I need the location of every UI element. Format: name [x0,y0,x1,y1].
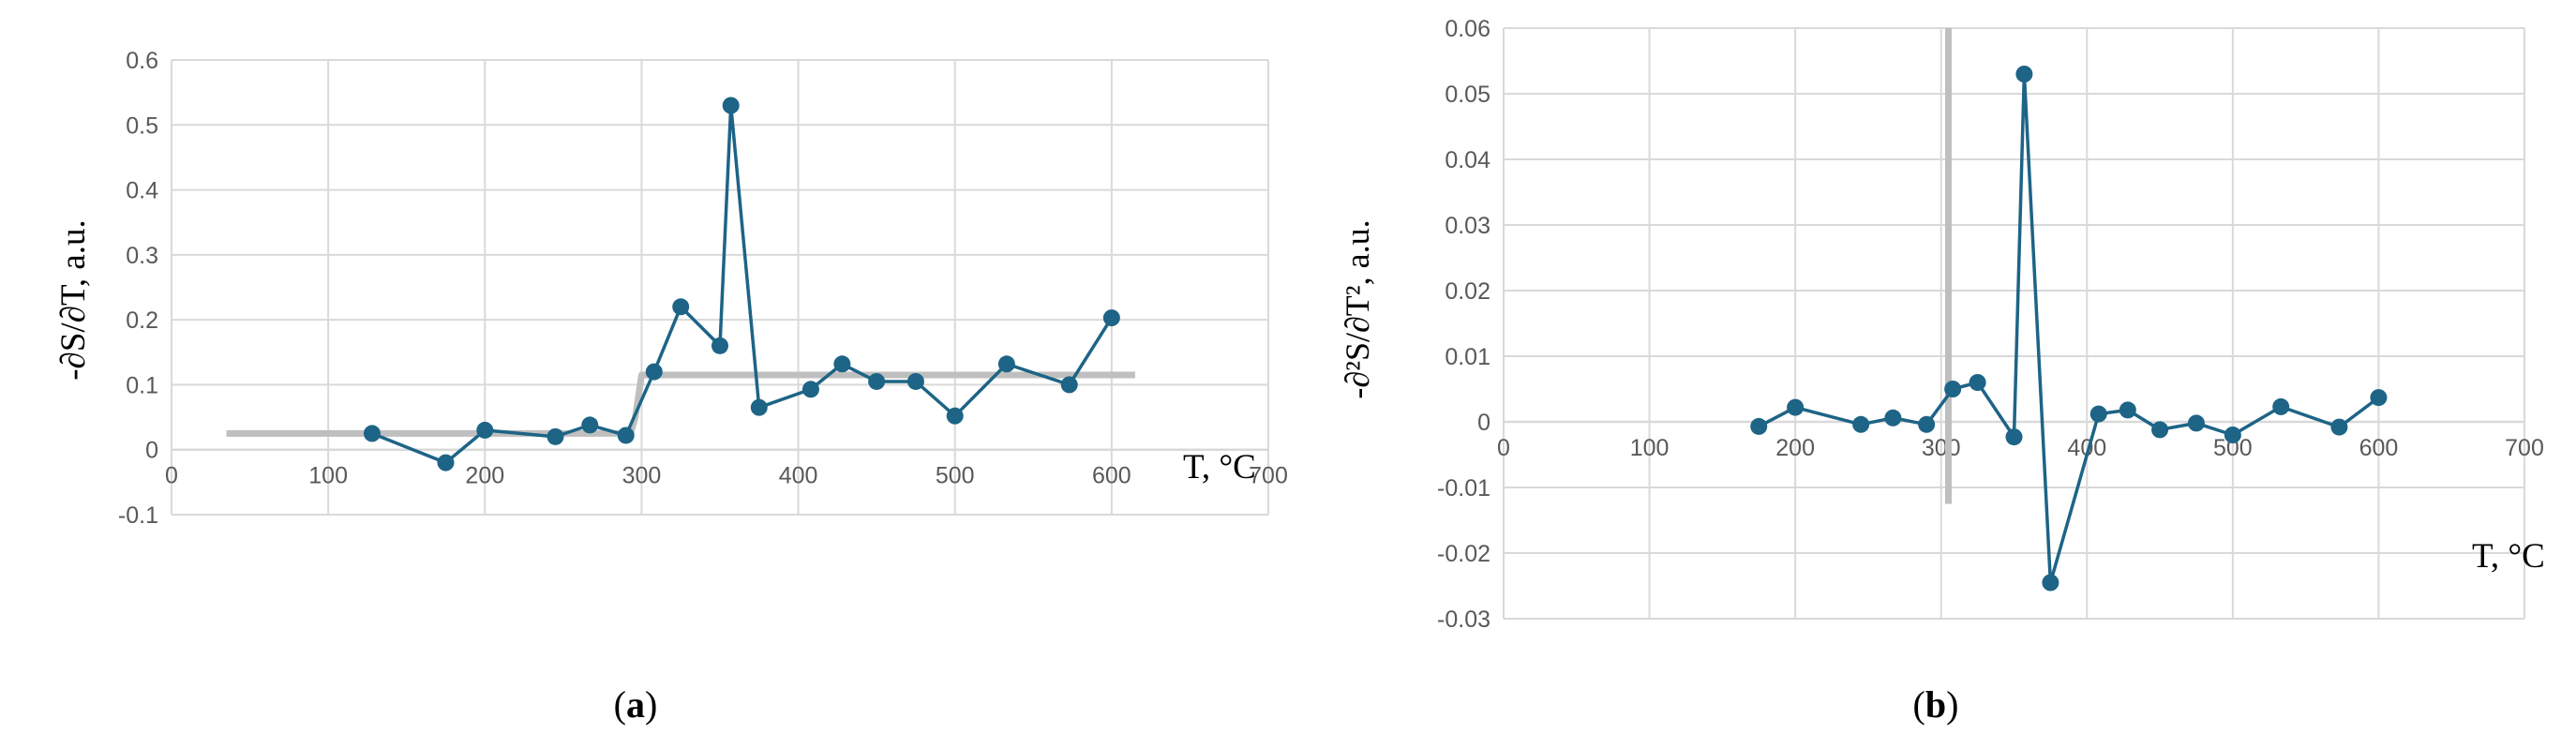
y-tick-label-a: 0.3 [126,243,158,269]
data-point-a [476,421,494,439]
data-point-b [1969,374,1986,391]
data-point-a [711,337,728,354]
panel-label-a: (a) [614,683,658,726]
data-point-a [437,454,455,472]
chart-panel-b: -0.03 -0.02 -0.01 0 0.01 0.02 0.03 0.04 0.05 0.06… [1437,16,2544,633]
x-tick-label-b: 100 [1630,435,1670,461]
data-point-b [2119,401,2136,419]
y-tick-label-b: 0 [1477,410,1490,436]
y-tick-label-b: 0.05 [1445,82,1490,108]
y-tick-label-b: 0.02 [1445,278,1490,305]
chart-panel-a: -0.1 0 0.1 0.2 0.3 0.4 0.5 0.6 0 100 200 300 400 500 6… [118,48,1288,529]
data-point-a [750,398,768,416]
data-point-a [617,427,635,444]
data-point-b [1884,409,1902,427]
y-tick-label-b: -0.03 [1437,607,1490,633]
data-point-b [2042,574,2059,592]
y-tick-label-a: 0 [145,438,158,464]
data-point-b [2330,418,2348,436]
y-tick-label-b: 0.01 [1445,344,1490,370]
data-point-b [2187,414,2205,432]
data-point-b [1944,381,1962,397]
data-point-a [722,97,740,114]
y-tick-label-a: 0.5 [126,112,158,139]
data-point-b [1918,415,1936,433]
x-tick-label-a: 100 [308,463,348,489]
data-point-a [906,372,924,390]
x-tick-label-b: 600 [2359,435,2399,461]
y-tick-label-a: -0.1 [118,502,158,529]
x-axis-title-b: T, °C [2472,537,2545,576]
y-tick-label-a: 0.1 [126,372,158,398]
data-point-a [801,381,819,398]
data-point-a [833,355,851,373]
x-tick-label-b: 0 [1497,435,1510,461]
x-tick-label-b: 700 [2505,435,2544,461]
data-point-b [1852,415,1870,433]
data-point-a [672,298,690,316]
series-line-a [371,103,1114,465]
data-point-a [645,363,663,381]
data-point-a [363,425,381,442]
data-point-b [2089,405,2107,423]
x-tick-label-b: 200 [1775,435,1815,461]
y-tick-label-a: 0.2 [126,307,158,334]
x-tick-label-a: 300 [622,463,662,489]
x-tick-label-a: 700 [1249,463,1288,489]
data-point-a [997,355,1015,373]
y-tick-label-b: 0.03 [1445,213,1490,239]
data-point-b [2272,397,2290,415]
data-point-b [2005,428,2023,446]
data-point-a [547,427,564,445]
y-axis-title-b: -∂²S/∂T², a.u. [1339,219,1376,398]
data-point-b [2224,427,2241,443]
x-tick-label-a: 600 [1092,463,1131,489]
data-point-b [1750,417,1768,435]
series-line-b [1758,72,2380,585]
x-tick-label-a: 500 [936,463,975,489]
reference-line-a [226,371,1135,437]
panel-label-b: (b) [1913,683,1959,726]
y-tick-label-b: -0.02 [1437,541,1490,567]
x-tick-label-a: 0 [165,463,178,489]
data-point-a [946,407,964,425]
data-point-b [2015,66,2033,82]
data-point-b [1787,398,1805,416]
x-tick-label-a: 400 [779,463,818,489]
x-axis-title-a: T, °C [1183,448,1256,487]
y-tick-label-a: 0.4 [126,178,158,204]
y-tick-label-b: -0.01 [1437,475,1490,502]
y-axis-title-a: -∂S/∂T, a.u. [54,219,93,381]
data-point-a [868,372,886,390]
data-point-a [1102,309,1120,327]
data-point-a [1060,376,1078,394]
data-point-a [581,416,599,434]
y-tick-label-b: 0.06 [1445,16,1490,42]
x-tick-label-a: 200 [465,463,504,489]
y-tick-label-b: 0.04 [1445,147,1490,173]
data-point-b [2370,389,2388,407]
data-point-b [2151,421,2169,439]
x-tick-label-b: 300 [1922,435,1961,461]
y-tick-label-a: 0.6 [126,48,158,74]
